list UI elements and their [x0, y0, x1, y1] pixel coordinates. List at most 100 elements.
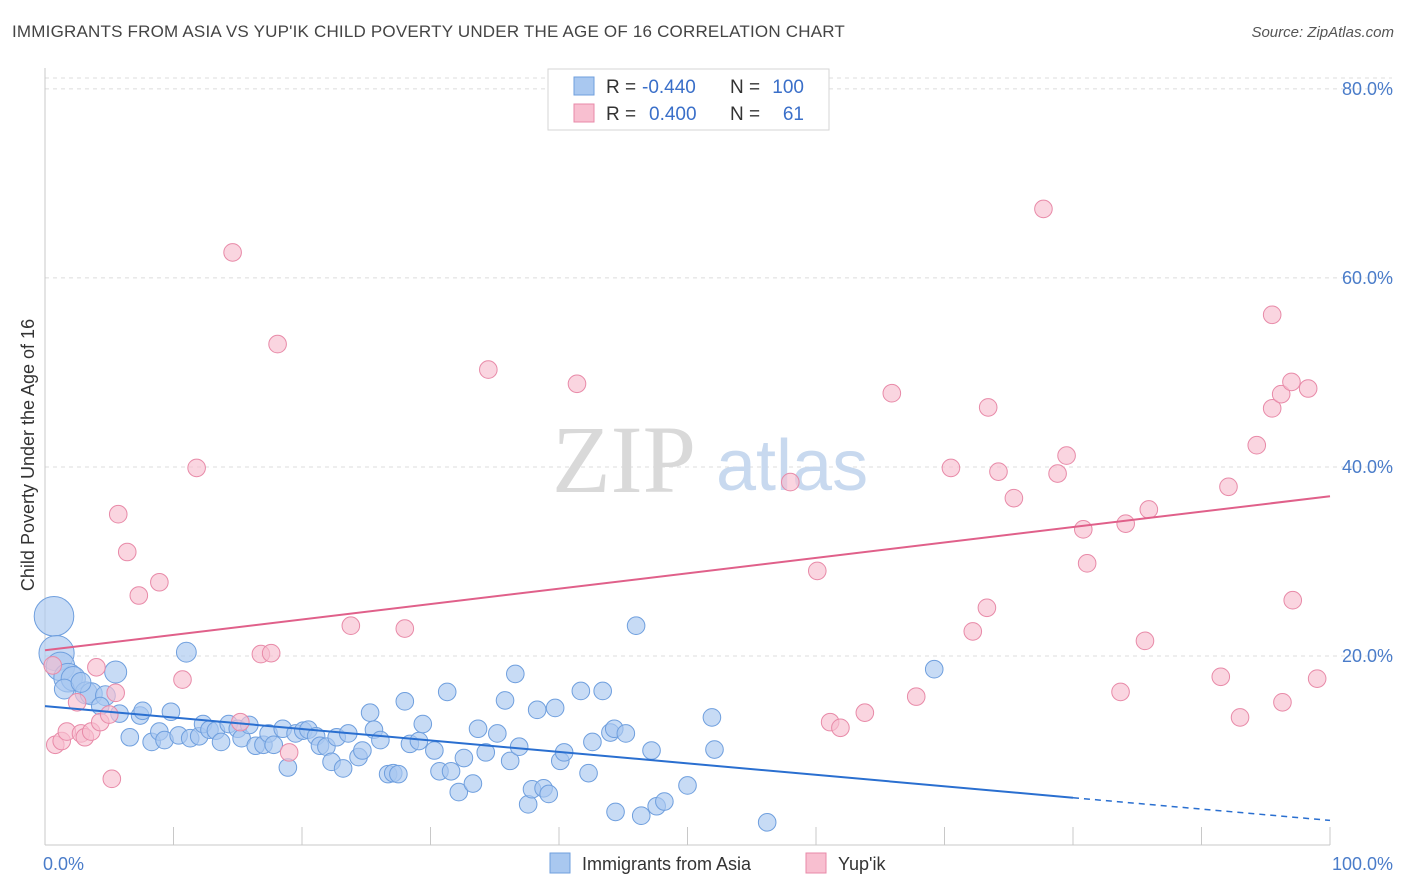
- data-point: [579, 763, 598, 783]
- data-point: [409, 731, 429, 751]
- data-point: [616, 724, 636, 743]
- bottom-legend: Immigrants from Asia Yup'ik: [549, 852, 886, 874]
- data-point: [1247, 435, 1267, 455]
- data-point: [102, 769, 122, 789]
- bottom-legend-label-asia: Immigrants from Asia: [582, 854, 752, 874]
- data-point: [567, 374, 587, 394]
- data-point: [437, 682, 457, 702]
- data-point: [539, 784, 559, 804]
- bottom-legend-swatch-asia: [549, 852, 571, 874]
- watermark-zip: ZIP: [552, 406, 696, 513]
- data-point: [173, 670, 192, 689]
- data-point: [223, 243, 242, 262]
- data-point: [702, 708, 722, 727]
- data-point: [133, 701, 152, 721]
- source-label: Source: ZipAtlas.com: [1251, 24, 1394, 41]
- data-point: [571, 681, 591, 701]
- data-point: [264, 735, 284, 755]
- data-point: [978, 398, 998, 417]
- data-point: [1273, 692, 1292, 712]
- data-point: [43, 656, 63, 675]
- legend-box: R = -0.440 N = 100 R = 0.400 N = 61: [547, 68, 830, 131]
- data-point: [593, 681, 612, 701]
- data-point: [1298, 379, 1318, 398]
- trend-line-yupik: [44, 495, 1331, 652]
- axes: [44, 68, 1331, 846]
- data-point: [831, 718, 850, 738]
- data-point: [1262, 305, 1282, 325]
- y-tick-label: 40.0%: [1342, 457, 1393, 477]
- legend-r-value-asia: -0.440: [642, 77, 696, 98]
- data-point: [87, 658, 106, 677]
- x-tick-label: 100.0%: [1332, 854, 1393, 874]
- watermark: ZIP atlas: [552, 406, 868, 513]
- data-point: [807, 561, 827, 581]
- series-immigrants-from-asia: [33, 595, 944, 832]
- data-point: [454, 748, 474, 768]
- data-point: [425, 741, 444, 760]
- data-point: [527, 700, 547, 720]
- data-point: [705, 740, 724, 759]
- trend-lines: [44, 495, 1331, 822]
- data-point: [1057, 446, 1076, 465]
- data-point: [117, 542, 137, 562]
- data-point: [1111, 682, 1130, 702]
- bottom-legend-label-yupik: Yup'ik: [838, 854, 886, 874]
- data-point: [1034, 199, 1053, 219]
- data-point: [506, 664, 525, 684]
- data-point: [1262, 399, 1282, 418]
- data-point: [1271, 384, 1291, 404]
- data-point: [631, 806, 651, 826]
- data-point: [583, 732, 602, 752]
- legend-r-label-yupik: R =: [606, 104, 636, 125]
- data-point: [1307, 669, 1327, 688]
- data-point: [989, 462, 1008, 481]
- data-point: [855, 703, 875, 722]
- data-point: [279, 743, 299, 762]
- data-point: [906, 687, 926, 706]
- data-point: [1282, 372, 1301, 392]
- data-point: [120, 727, 140, 747]
- data-point: [1211, 667, 1231, 687]
- legend-r-value-yupik: 0.400: [649, 104, 697, 125]
- data-point: [150, 572, 169, 592]
- data-point: [468, 719, 488, 739]
- data-point: [67, 692, 87, 712]
- data-point: [395, 692, 415, 711]
- legend-swatch-asia: [573, 76, 595, 96]
- data-point: [882, 383, 902, 403]
- data-point: [129, 586, 149, 605]
- data-point: [33, 595, 75, 637]
- legend-n-label-yupik: N =: [730, 104, 760, 125]
- data-point: [655, 792, 674, 811]
- legend-n-value-yupik: 61: [783, 104, 804, 125]
- data-point: [642, 741, 661, 760]
- data-point: [99, 705, 119, 724]
- data-point: [941, 458, 961, 478]
- data-point: [441, 761, 461, 781]
- data-point: [500, 751, 520, 771]
- data-point: [187, 458, 206, 478]
- legend-n-label-asia: N =: [730, 77, 760, 98]
- data-point: [479, 360, 498, 379]
- data-point: [1135, 631, 1155, 651]
- data-point: [211, 732, 231, 752]
- data-point: [108, 504, 128, 524]
- legend-frame: [547, 68, 830, 131]
- legend-n-value-asia: 100: [772, 77, 804, 98]
- y-tick-label: 80.0%: [1342, 79, 1393, 99]
- data-point: [963, 622, 983, 641]
- tick-labels: 20.0% 40.0% 60.0% 80.0% 0.0% 100.0%: [43, 79, 1393, 874]
- data-point: [626, 616, 646, 636]
- data-point: [1283, 590, 1303, 610]
- data-point: [606, 802, 625, 822]
- data-point: [333, 759, 353, 778]
- data-point: [413, 714, 433, 734]
- data-point: [1230, 708, 1250, 727]
- y-tick-label: 60.0%: [1342, 268, 1393, 288]
- data-point: [360, 703, 380, 722]
- data-point: [389, 764, 408, 784]
- series-yupik: [43, 199, 1327, 789]
- chart-title: IMMIGRANTS FROM ASIA VS YUP'IK CHILD POV…: [12, 22, 845, 41]
